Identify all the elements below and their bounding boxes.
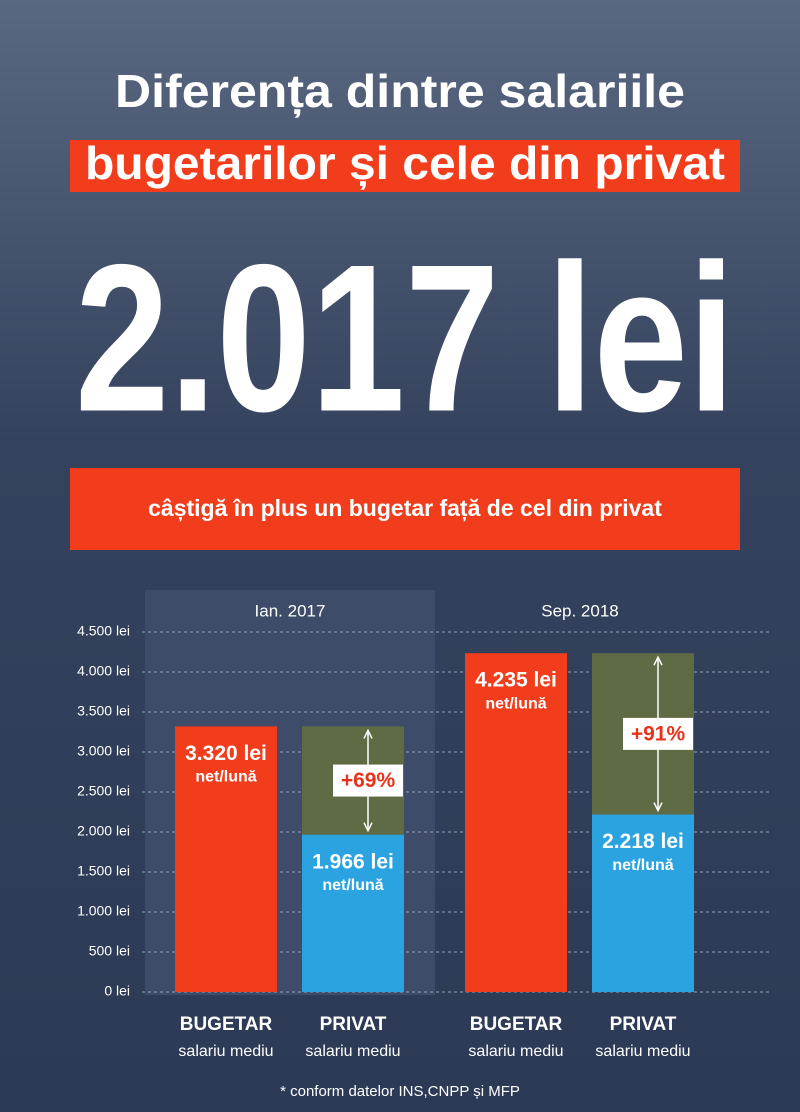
- title-highlight: [70, 140, 740, 192]
- headline: 2.017 lei: [75, 220, 735, 455]
- increase-label: +69%: [341, 769, 396, 792]
- footnote: * conform datelor INS,CNPP și MFP: [280, 1083, 520, 1100]
- subtitle: câștigă în plus un bugetar față de cel d…: [148, 495, 662, 522]
- bar: [592, 814, 694, 992]
- x-tick-sublabel: salariu mediu: [595, 1043, 690, 1060]
- value-sublabel: net/lună: [195, 769, 256, 786]
- value-label: 1.966 lei: [312, 850, 394, 873]
- y-tick-label: 0 lei: [104, 983, 130, 999]
- y-tick-label: 3.500 lei: [77, 703, 130, 719]
- value-label: 2.218 lei: [602, 830, 684, 853]
- value-label: 4.235 lei: [475, 669, 557, 692]
- y-tick-label: 4.000 lei: [77, 663, 130, 679]
- x-tick-sublabel: salariu mediu: [178, 1043, 273, 1060]
- x-tick-label: PRIVAT: [610, 1014, 677, 1035]
- subtitle-banner: [70, 468, 740, 550]
- group-label: Ian. 2017: [255, 601, 326, 620]
- x-tick-label: PRIVAT: [320, 1014, 387, 1035]
- x-tick-label: BUGETAR: [470, 1014, 563, 1035]
- value-sublabel: net/lună: [485, 695, 546, 712]
- x-tick-sublabel: salariu mediu: [305, 1043, 400, 1060]
- y-tick-label: 4.500 lei: [77, 623, 130, 639]
- arrow-head: [653, 655, 663, 666]
- value-sublabel: net/lună: [612, 857, 673, 874]
- title-line: Diferența dintre salariile: [115, 65, 685, 118]
- y-tick-label: 2.000 lei: [77, 823, 130, 839]
- y-tick-label: 2.500 lei: [77, 783, 130, 799]
- x-tick-sublabel: salariu mediu: [468, 1043, 563, 1060]
- arrow-head: [363, 822, 373, 833]
- arrow-head: [653, 802, 663, 813]
- increase-label: +91%: [631, 722, 686, 745]
- value-sublabel: net/lună: [322, 877, 383, 894]
- value-label: 3.320 lei: [185, 742, 267, 765]
- increase-box: [333, 764, 403, 797]
- group-label: Sep. 2018: [541, 601, 619, 620]
- y-tick-label: 500 lei: [89, 943, 130, 959]
- y-tick-label: 1.000 lei: [77, 903, 130, 919]
- y-tick-label: 3.000 lei: [77, 743, 130, 759]
- arrow-head: [363, 728, 373, 739]
- y-tick-label: 1.500 lei: [77, 863, 130, 879]
- bar: [302, 834, 404, 992]
- bar: [465, 653, 567, 992]
- title-line: bugetarilor și cele din privat: [85, 137, 725, 190]
- x-tick-label: BUGETAR: [180, 1014, 273, 1035]
- increase-box: [623, 717, 693, 750]
- bar: [175, 726, 277, 992]
